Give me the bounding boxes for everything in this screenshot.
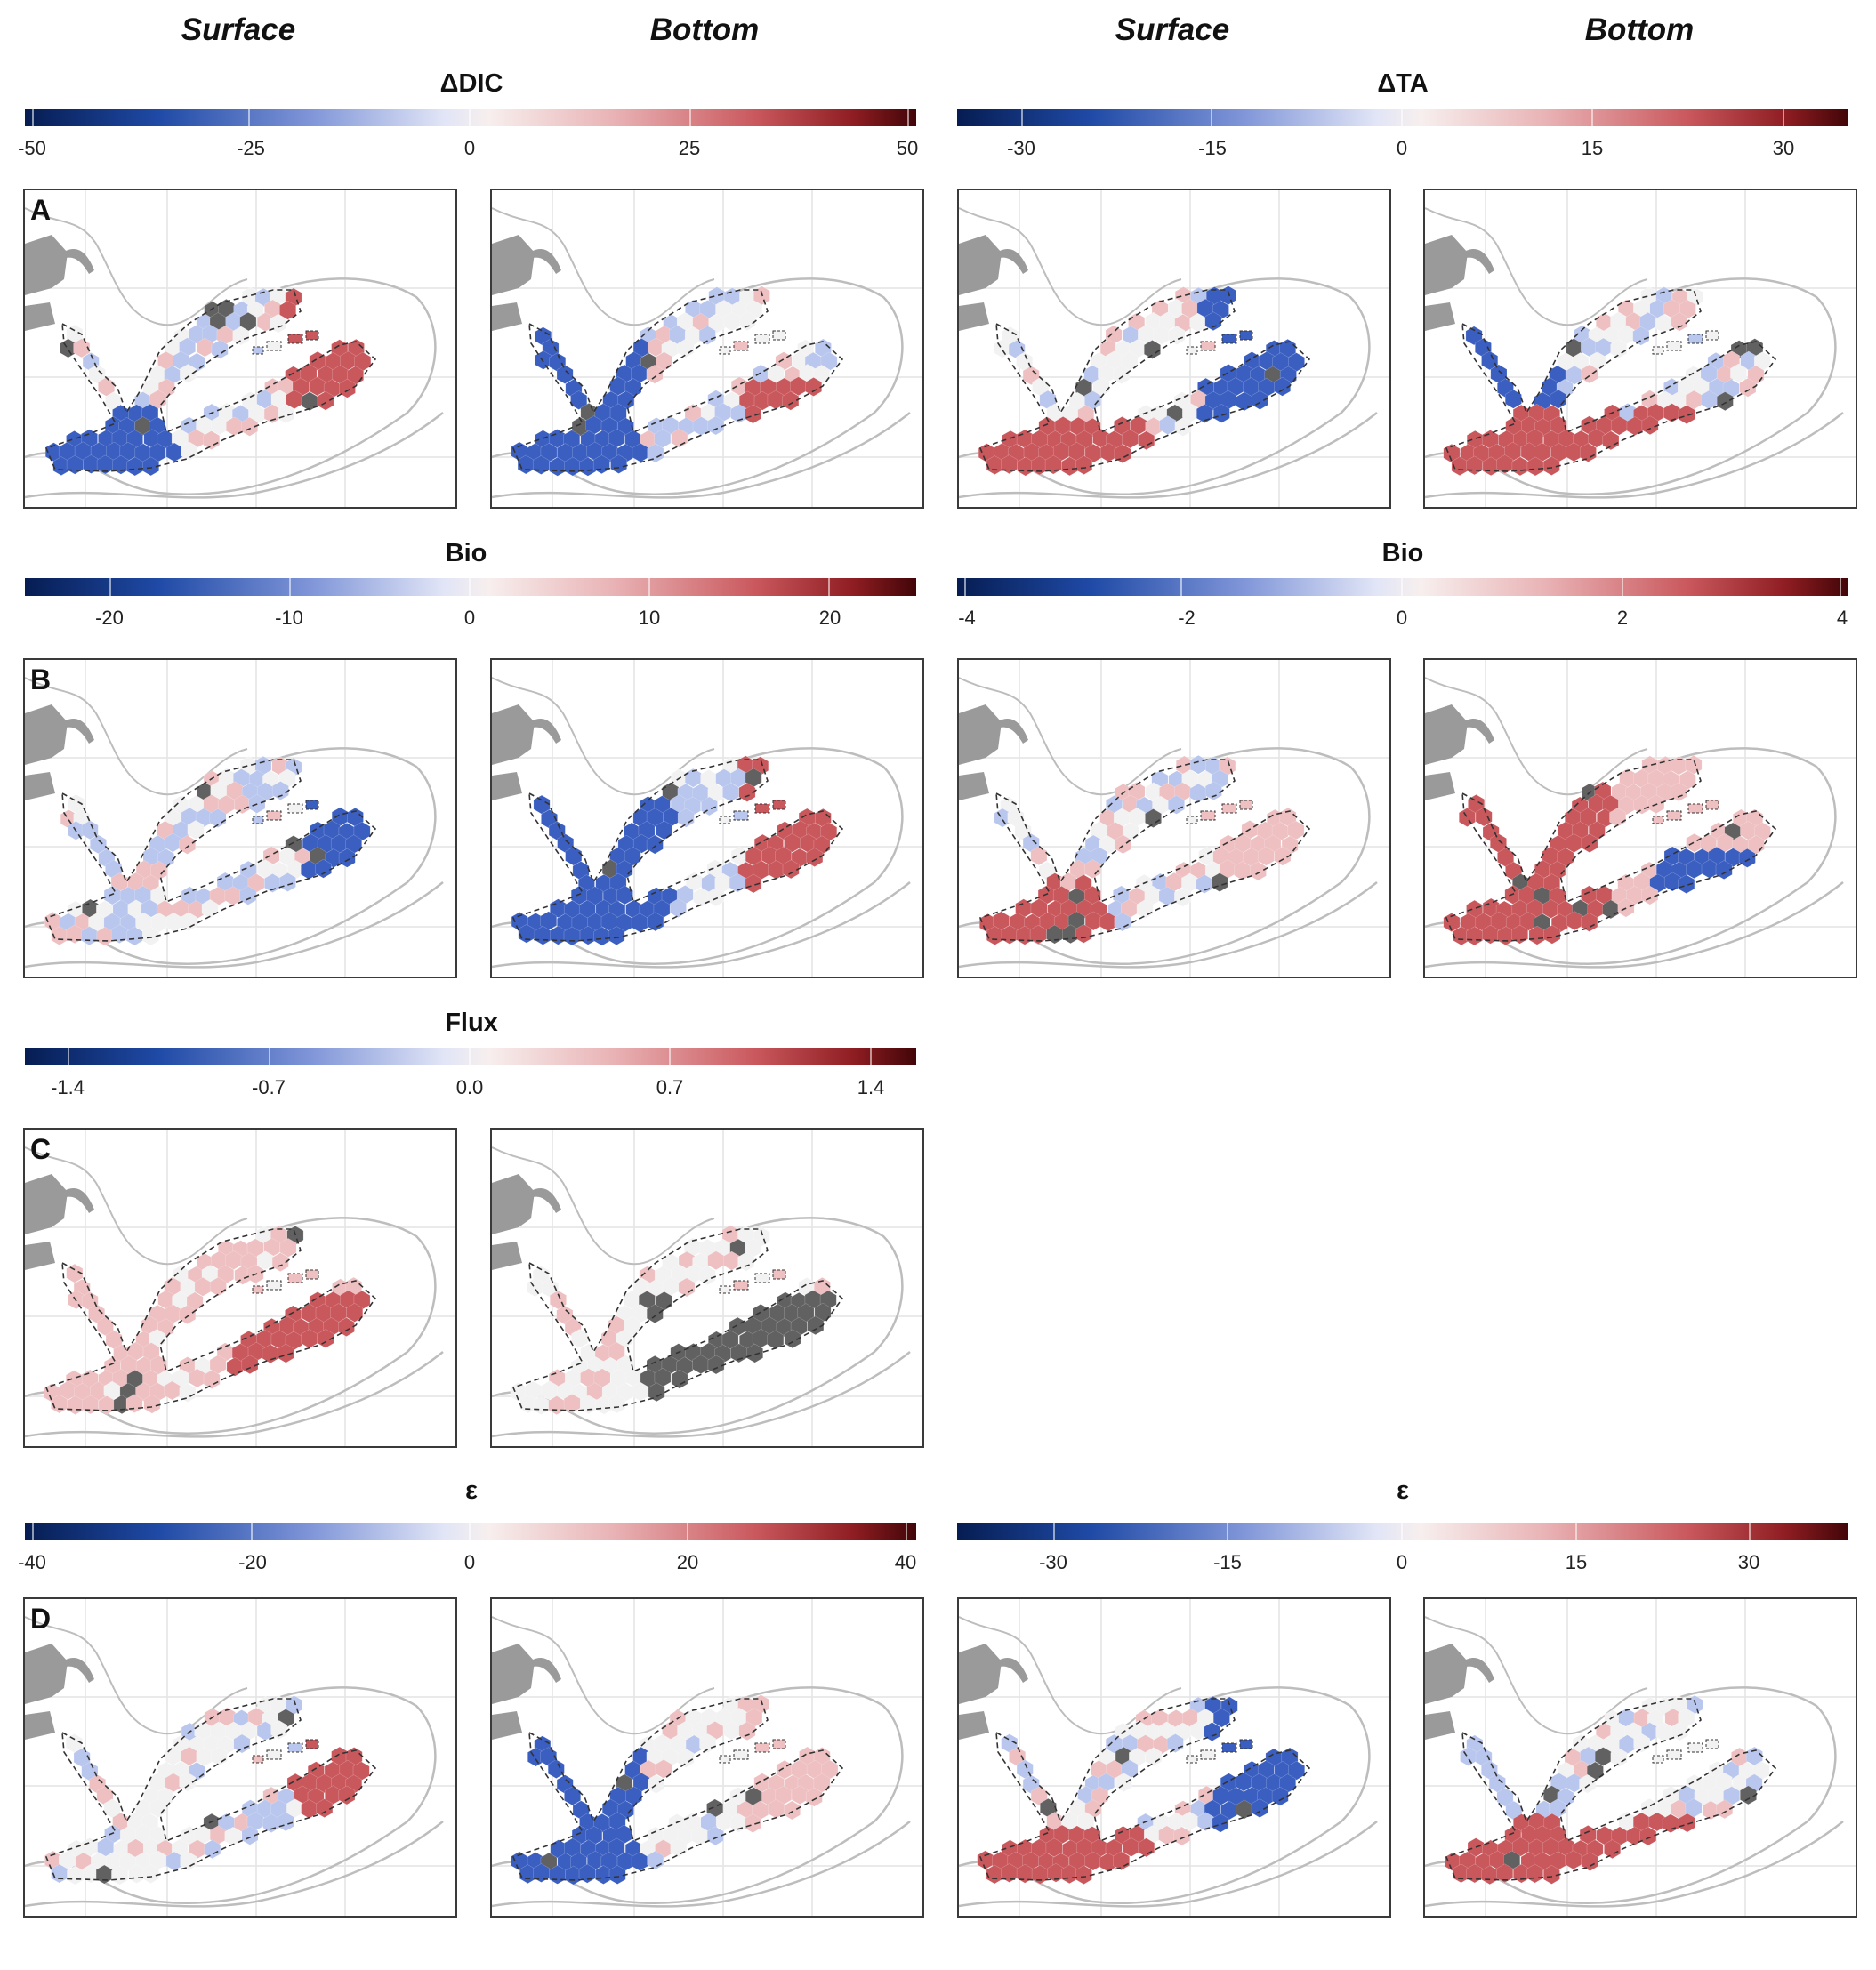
tick-label: -1.4 xyxy=(51,1076,85,1098)
map-canvas xyxy=(959,1599,1389,1916)
map-cells xyxy=(1443,286,1771,477)
map-cells xyxy=(977,1695,1305,1885)
colorbar-gradient xyxy=(957,578,1848,596)
column-header-4: Bottom xyxy=(1584,12,1695,47)
map-canvas xyxy=(1425,1599,1856,1916)
map-canvas xyxy=(1425,660,1856,977)
map-cells xyxy=(511,285,838,477)
map-cells xyxy=(44,1695,370,1886)
colorbar-title: Flux xyxy=(445,1009,498,1037)
colorbar-title: Bio xyxy=(445,539,487,567)
tick-label: 1.4 xyxy=(857,1076,885,1098)
tick-label: 0 xyxy=(1396,607,1408,629)
tick-label: 4 xyxy=(1836,607,1848,629)
tick-label: 50 xyxy=(896,137,919,159)
colorbar-title: ε xyxy=(465,1476,478,1505)
map-cells xyxy=(44,1226,371,1415)
column-header-2: Bottom xyxy=(649,12,760,47)
tick-label: -50 xyxy=(18,137,46,159)
panel-label-b: B xyxy=(30,663,52,696)
tick-label: -2 xyxy=(1178,607,1196,629)
tick-label: -4 xyxy=(958,607,976,629)
tick-label: -15 xyxy=(1213,1551,1242,1573)
tick-label: 20 xyxy=(676,1551,699,1573)
tick-label: -30 xyxy=(1039,1551,1067,1573)
map-cells xyxy=(1443,755,1771,946)
map-cells xyxy=(1445,1694,1770,1885)
tick-label: 0 xyxy=(463,1551,476,1573)
map-canvas xyxy=(492,660,922,977)
map-b-bio-ta-surface xyxy=(957,658,1391,978)
map-b-bio-ta-bottom xyxy=(1423,658,1857,978)
map-canvas xyxy=(492,1130,922,1446)
tick-label: 40 xyxy=(894,1551,917,1573)
map-c-flux-surface xyxy=(23,1128,457,1448)
tick-label: -25 xyxy=(237,137,265,159)
map-cells xyxy=(511,755,838,946)
colorbar-title: ΔTA xyxy=(1377,69,1429,98)
map-d-eps-dic-bottom xyxy=(490,1597,924,1918)
colorbar-gradient xyxy=(957,1523,1848,1540)
tick-label: 0.7 xyxy=(656,1076,684,1098)
colorbar-title: ε xyxy=(1397,1476,1409,1505)
tick-label: 0 xyxy=(1396,1551,1408,1573)
map-d-eps-ta-bottom xyxy=(1423,1597,1857,1918)
map-b-bio-dic-bottom xyxy=(490,658,924,978)
tick-label: 15 xyxy=(1581,137,1604,159)
tick-label: -40 xyxy=(18,1551,46,1573)
tick-label: -20 xyxy=(238,1551,267,1573)
panel-label-d: D xyxy=(30,1603,52,1635)
tick-label: 20 xyxy=(818,607,841,629)
tick-label: 0 xyxy=(463,607,476,629)
tick-label: 25 xyxy=(678,137,701,159)
tick-label: 0.0 xyxy=(455,1076,484,1098)
colorbar-gradient xyxy=(25,1523,916,1540)
colorbar-title: Bio xyxy=(1381,539,1424,567)
map-a-dic-surface xyxy=(23,189,457,509)
map-canvas xyxy=(25,190,455,507)
panel-label-c: C xyxy=(30,1133,52,1165)
colorbar-gradient xyxy=(25,109,916,126)
map-canvas xyxy=(959,660,1389,977)
map-cells xyxy=(44,755,371,946)
map-d-eps-dic-surface xyxy=(23,1597,457,1918)
tick-label: 30 xyxy=(1772,137,1795,159)
colorbar-gradient xyxy=(25,578,916,596)
map-a-ta-bottom xyxy=(1423,189,1857,509)
tick-label: -20 xyxy=(95,607,124,629)
map-canvas xyxy=(25,1130,455,1446)
map-canvas xyxy=(959,190,1389,507)
map-canvas xyxy=(1425,190,1856,507)
map-d-eps-ta-surface xyxy=(957,1597,1391,1918)
colorbar-gradient xyxy=(25,1048,916,1065)
map-a-ta-surface xyxy=(957,189,1391,509)
map-cells xyxy=(979,754,1305,945)
tick-label: 0 xyxy=(463,137,476,159)
tick-label: 2 xyxy=(1616,607,1629,629)
panel-label-a: A xyxy=(30,194,52,226)
map-canvas xyxy=(25,1599,455,1916)
map-b-bio-dic-surface xyxy=(23,658,457,978)
tick-label: 30 xyxy=(1737,1551,1760,1573)
tick-label: -30 xyxy=(1007,137,1035,159)
map-c-flux-bottom xyxy=(490,1128,924,1448)
tick-label: 10 xyxy=(638,607,661,629)
map-cells xyxy=(510,1225,837,1415)
column-header-3: Surface xyxy=(1115,12,1230,47)
colorbar-title: ΔDIC xyxy=(439,69,503,98)
tick-label: -10 xyxy=(275,607,303,629)
column-header-1: Surface xyxy=(181,12,296,47)
map-canvas xyxy=(492,190,922,507)
tick-label: -15 xyxy=(1198,137,1227,159)
map-canvas xyxy=(492,1599,922,1916)
tick-label: -0.7 xyxy=(252,1076,286,1098)
map-a-dic-bottom xyxy=(490,189,924,509)
map-canvas xyxy=(25,660,455,977)
tick-label: 15 xyxy=(1565,1551,1588,1573)
tick-label: 0 xyxy=(1396,137,1408,159)
colorbar-gradient xyxy=(957,109,1848,126)
